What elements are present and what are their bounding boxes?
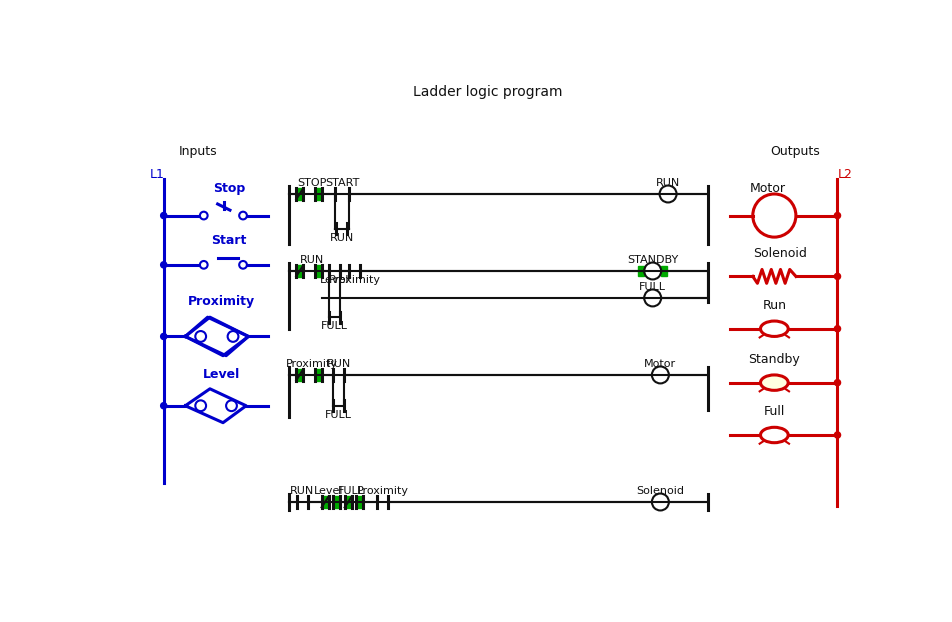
Text: Solenoid: Solenoid <box>753 247 806 260</box>
Text: Proximity: Proximity <box>188 295 255 309</box>
Bar <box>345 496 351 508</box>
Bar <box>315 188 322 200</box>
Text: Level: Level <box>314 486 344 496</box>
Text: RUN: RUN <box>290 486 314 496</box>
Text: Outputs: Outputs <box>770 145 820 158</box>
Circle shape <box>161 333 167 340</box>
Text: RUN: RUN <box>656 179 681 188</box>
Bar <box>296 369 303 381</box>
Bar <box>661 266 667 276</box>
Text: Level: Level <box>320 275 349 285</box>
Text: Run: Run <box>763 299 786 312</box>
Text: L1: L1 <box>150 168 165 181</box>
Text: L2: L2 <box>838 168 853 181</box>
Text: FULL: FULL <box>325 410 352 420</box>
Circle shape <box>834 273 841 279</box>
Circle shape <box>161 213 167 218</box>
Bar <box>638 266 645 276</box>
Text: Proximity: Proximity <box>287 359 338 369</box>
Circle shape <box>834 326 841 332</box>
Text: FULL: FULL <box>321 322 348 332</box>
Circle shape <box>161 262 167 268</box>
Text: RUN: RUN <box>329 233 354 243</box>
Text: Standby: Standby <box>748 353 801 366</box>
Text: Solenoid: Solenoid <box>636 486 684 496</box>
Ellipse shape <box>761 375 788 391</box>
Bar <box>356 496 363 508</box>
Circle shape <box>834 379 841 386</box>
Bar <box>296 265 303 277</box>
Text: FULL: FULL <box>338 486 366 496</box>
Text: FULL: FULL <box>639 282 666 292</box>
Text: RUN: RUN <box>327 359 350 369</box>
Bar <box>322 496 328 508</box>
Text: Motor: Motor <box>750 182 786 195</box>
Bar <box>333 496 340 508</box>
Text: Proximity: Proximity <box>328 275 381 285</box>
Text: Inputs: Inputs <box>179 145 218 158</box>
Bar <box>315 369 322 381</box>
Text: Stop: Stop <box>213 182 246 195</box>
Text: Start: Start <box>211 234 247 247</box>
Circle shape <box>834 213 841 218</box>
Bar <box>296 188 303 200</box>
Text: STANDBY: STANDBY <box>627 255 679 265</box>
Text: STOP: STOP <box>298 179 327 188</box>
Circle shape <box>834 432 841 438</box>
Text: Full: Full <box>764 406 785 419</box>
Text: Motor: Motor <box>645 359 677 369</box>
Text: Ladder logic program: Ladder logic program <box>413 85 563 98</box>
Text: Proximity: Proximity <box>356 486 408 496</box>
Text: Level: Level <box>203 368 240 381</box>
Text: START: START <box>326 179 360 188</box>
Text: RUN: RUN <box>300 255 325 265</box>
Bar <box>315 265 322 277</box>
Circle shape <box>161 402 167 409</box>
